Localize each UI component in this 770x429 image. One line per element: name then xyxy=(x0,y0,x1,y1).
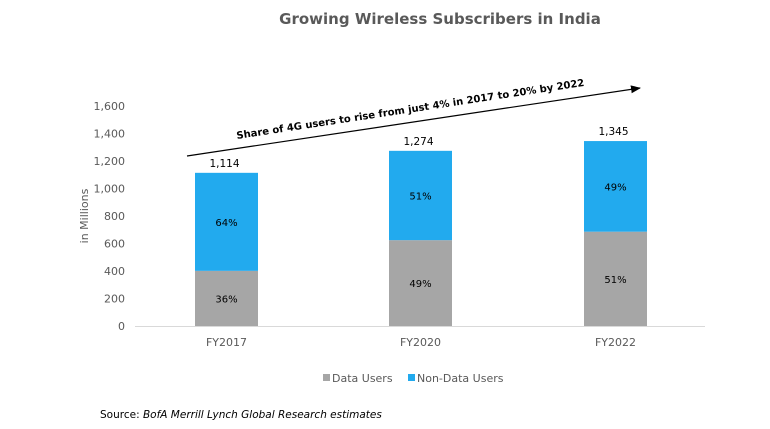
y-axis-label: in Millions xyxy=(78,188,91,243)
y-tick-label: 1,600 xyxy=(94,100,126,113)
annotation-arrow xyxy=(186,85,641,157)
y-tick-label: 1,400 xyxy=(94,128,126,141)
legend-label: Non-Data Users xyxy=(417,372,504,385)
y-tick-label: 600 xyxy=(104,238,125,251)
annotation-text: Share of 4G users to rise from just 4% i… xyxy=(236,78,585,142)
y-axis-ticks: 0 200 400 600 800 1,000 1,200 1,400 1,600 xyxy=(94,100,126,333)
x-tick-label: FY2017 xyxy=(206,336,247,349)
x-axis-categories: FY2017 FY2020 FY2022 xyxy=(206,336,636,349)
bar-total-label: 1,345 xyxy=(598,126,628,138)
x-tick-label: FY2020 xyxy=(400,336,441,349)
bars: 36% 64% 1,114 49% 51% 1,274 51% 49% 1,345 xyxy=(195,126,647,326)
bar-segment-non-data-users xyxy=(389,150,452,241)
segment-data-label: 64% xyxy=(215,218,237,229)
segment-data-label: 49% xyxy=(409,279,431,290)
bar-segment-non-data-users xyxy=(195,172,258,271)
bar-segment-data-users xyxy=(389,240,452,326)
bar-total-label: 1,114 xyxy=(209,158,239,170)
bar-segment-data-users xyxy=(195,270,258,326)
y-tick-label: 200 xyxy=(104,293,125,306)
legend-label: Data Users xyxy=(332,372,393,385)
legend: Data Users Non-Data Users xyxy=(323,372,504,385)
legend-swatch xyxy=(408,374,415,381)
y-tick-label: 400 xyxy=(104,265,125,278)
y-tick-label: 1,200 xyxy=(94,155,126,168)
segment-data-label: 51% xyxy=(604,275,626,286)
y-tick-label: 0 xyxy=(118,320,125,333)
segment-data-label: 36% xyxy=(215,294,237,305)
source-prefix: Source: xyxy=(100,409,143,421)
bar-segment-non-data-users xyxy=(584,141,647,232)
legend-swatch xyxy=(323,374,330,381)
segment-data-label: 51% xyxy=(409,191,431,202)
chart-title: Growing Wireless Subscribers in India xyxy=(279,10,601,28)
segment-data-label: 49% xyxy=(604,182,626,193)
bar-total-label: 1,274 xyxy=(403,136,433,148)
source-note: Source: BofA Merrill Lynch Global Resear… xyxy=(100,409,382,421)
y-tick-label: 1,000 xyxy=(94,183,126,196)
source-text: BofA Merrill Lynch Global Research estim… xyxy=(142,409,382,421)
bar-segment-data-users xyxy=(584,231,647,326)
x-tick-label: FY2022 xyxy=(595,336,636,349)
y-tick-label: 800 xyxy=(104,210,125,223)
